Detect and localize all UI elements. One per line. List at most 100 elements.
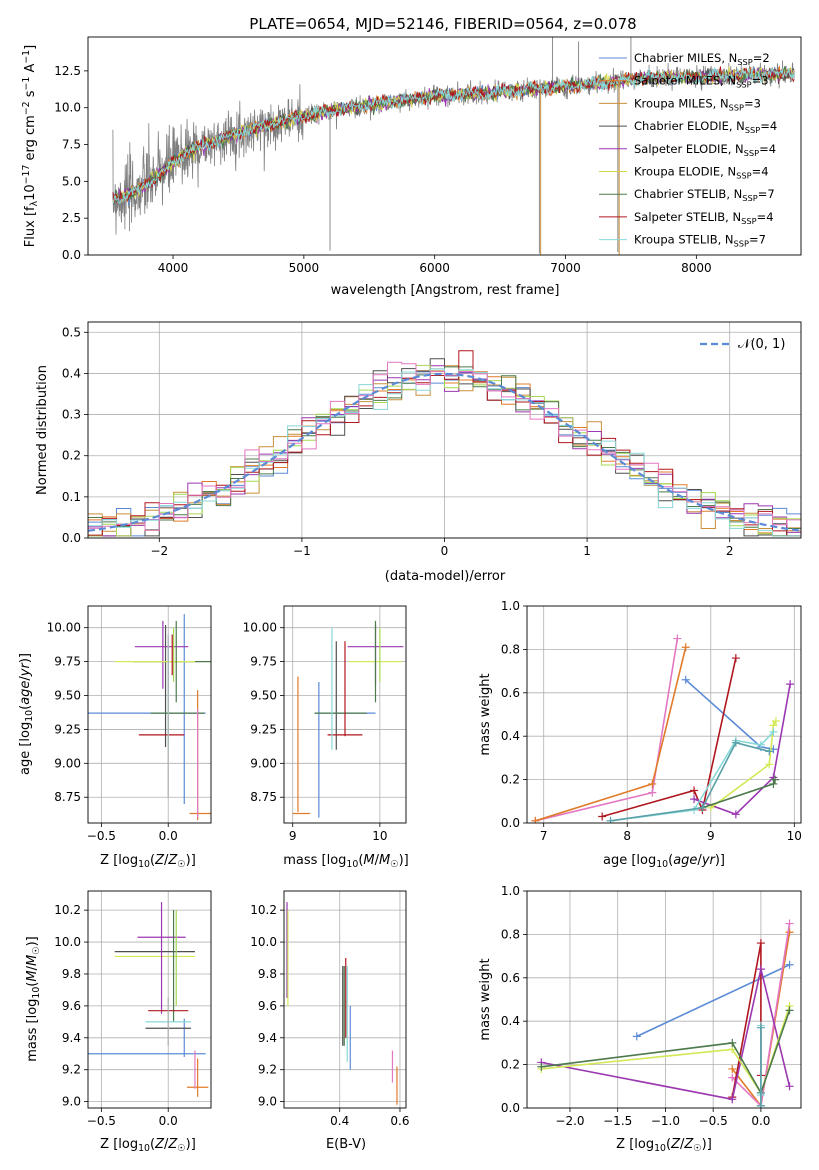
weight-point-marker	[785, 1006, 794, 1015]
x-tick-label: −1.0	[651, 1114, 680, 1128]
y-tick-label: 0.8	[501, 927, 520, 941]
axes-residuals: −2 −1 0 1 2 0.0 0.1 0.2 0.3 0.4 0.5 𝒩(0, 1) (data-mo…	[35, 321, 802, 584]
x-axis-label: Z [log10(Z/Z☉)]	[616, 1137, 712, 1154]
x-tick-label: −0.5	[87, 1114, 116, 1128]
weight-point-marker	[648, 779, 657, 788]
x-tick-label: 10	[372, 829, 387, 843]
axes-spectrum: 4000 5000 6000 7000 8000 0.0 2.5 5.0 7.5 10.0 12.5…	[21, 36, 802, 298]
x-tick-label: 0.4	[330, 1114, 349, 1128]
y-tick-label: 9.8	[258, 967, 277, 981]
weight-point-marker	[728, 1095, 737, 1104]
legend-entry: Chabrier ELODIE, NSSP=4	[634, 119, 777, 135]
weight-series-line	[636, 964, 790, 1038]
plot-area-spectrum	[112, 37, 795, 255]
x-tick-label: 7	[540, 829, 548, 843]
x-axis-label: (data-model)/error	[385, 569, 506, 584]
weight-point-marker	[728, 1073, 737, 1082]
y-tick-label: 9.00	[54, 756, 81, 770]
x-tick-label: 0	[441, 544, 449, 558]
legend: Chabrier MILES, NSSP=2 Salpeter MILES, NS…	[599, 51, 777, 249]
axes-weight-vs-Z: −2.0 −1.5 −1.0 −0.5 0.0 0.0 0.2 0.4 0.6 0.8 1.0 Z […	[478, 884, 802, 1154]
x-axis-label: Z [log10(Z/Z☉)]	[100, 1137, 196, 1154]
plot-area-mass-vs-EBV	[284, 891, 406, 1108]
plot-area-residuals	[88, 322, 801, 538]
weight-point-marker	[785, 928, 794, 937]
weight-series-line	[693, 683, 791, 816]
axes-mass-vs-Z: −0.5 0.0 9.0 9.2 9.4 9.6 9.8 10.0 10.2 Z [log10(Z…	[25, 890, 212, 1154]
weight-point-marker	[728, 1038, 737, 1047]
plot-area-mass-vs-Z	[88, 891, 211, 1108]
weight-point-marker	[756, 1088, 765, 1097]
weight-series-line	[535, 647, 687, 822]
weight-point-marker	[690, 786, 699, 795]
legend-entry: Kroupa MILES, NSSP=3	[634, 96, 761, 112]
weight-point-marker	[698, 803, 707, 812]
axes-frame	[283, 890, 407, 1109]
y-tick-label: 0.0	[501, 1101, 520, 1115]
weight-point-marker	[785, 960, 794, 969]
y-tick-label: 8.75	[250, 790, 277, 804]
model-spectrum-line	[112, 68, 795, 204]
axes-frame	[87, 321, 802, 539]
axes-mass-vs-EBV: 0.4 0.6 9.0 9.2 9.4 9.6 9.8 10.0 10.2 E(B-V)	[250, 890, 410, 1152]
x-tick-label: −2	[150, 544, 168, 558]
axes-age-vs-Z: −0.5 0.0 8.75 9.00 9.25 9.50 9.75 10.00 Z [log10…	[18, 605, 212, 870]
x-tick-label: 1	[583, 544, 591, 558]
y-tick-label: 10.2	[250, 903, 277, 917]
weight-point-marker	[681, 675, 690, 684]
weight-point-marker	[756, 740, 765, 749]
y-tick-label: 0.3	[62, 408, 81, 422]
legend-entry: Kroupa STELIB, NSSP=7	[634, 233, 766, 249]
weight-point-marker	[598, 812, 607, 821]
weight-series-line	[731, 942, 762, 1098]
y-tick-label: 1.0	[501, 599, 520, 613]
weight-series-line	[710, 720, 777, 809]
weight-point-marker	[531, 816, 540, 823]
y-tick-label: 0.2	[501, 1058, 520, 1072]
x-tick-label: −1.5	[603, 1114, 632, 1128]
x-axis-label: age [log10(age/yr)]	[603, 853, 725, 870]
y-tick-label: 10.00	[243, 621, 277, 635]
y-tick-label: 9.0	[258, 1095, 277, 1109]
y-axis-label: mass weight	[478, 958, 493, 1040]
x-tick-label: −0.5	[699, 1114, 728, 1128]
x-tick-label: 9	[707, 829, 715, 843]
y-tick-label: 0.1	[62, 490, 81, 504]
weight-series-line	[702, 779, 776, 809]
weight-point-marker	[690, 795, 699, 804]
y-tick-label: 10.00	[47, 621, 81, 635]
y-tick-label: 9.25	[250, 722, 277, 736]
legend-entry: Salpeter MILES, NSSP=3	[634, 74, 769, 90]
y-tick-label: 10.0	[250, 935, 277, 949]
weight-point-marker	[756, 939, 765, 948]
y-tick-label: 9.2	[62, 1063, 81, 1077]
y-axis-label: Normed distribution	[35, 365, 50, 495]
weight-point-marker	[786, 680, 795, 689]
y-tick-label: 9.6	[62, 999, 81, 1013]
y-axis-label: age [log10(age/yr)]	[18, 653, 35, 775]
axes-frame	[526, 605, 802, 824]
y-tick-label: 10.2	[54, 903, 81, 917]
y-tick-label: 0.2	[501, 773, 520, 787]
weight-point-marker	[606, 816, 615, 823]
weight-point-marker	[769, 727, 778, 736]
legend-entry: Salpeter STELIB, NSSP=4	[634, 210, 774, 226]
weight-point-marker	[731, 654, 740, 663]
x-axis-label: E(B-V)	[326, 1137, 366, 1152]
x-tick-label: 0.0	[159, 829, 178, 843]
weight-point-marker	[756, 1101, 765, 1108]
y-tick-label: 9.4	[258, 1031, 277, 1045]
weight-point-marker	[648, 788, 657, 797]
y-tick-label: 9.4	[62, 1031, 81, 1045]
x-tick-label: 10	[787, 829, 802, 843]
y-tick-label: 0.0	[62, 531, 81, 545]
axes-frame	[87, 890, 212, 1109]
y-tick-label: 0.8	[501, 642, 520, 656]
y-tick-label: 0.2	[62, 449, 81, 463]
y-tick-label: 0.0	[501, 816, 520, 830]
x-tick-label: 0.0	[159, 1114, 178, 1128]
y-tick-label: 10.0	[54, 101, 81, 115]
weight-point-marker	[632, 1032, 641, 1041]
figure-title: PLATE=0654, MJD=52146, FIBERID=0564, z=0…	[249, 15, 636, 33]
